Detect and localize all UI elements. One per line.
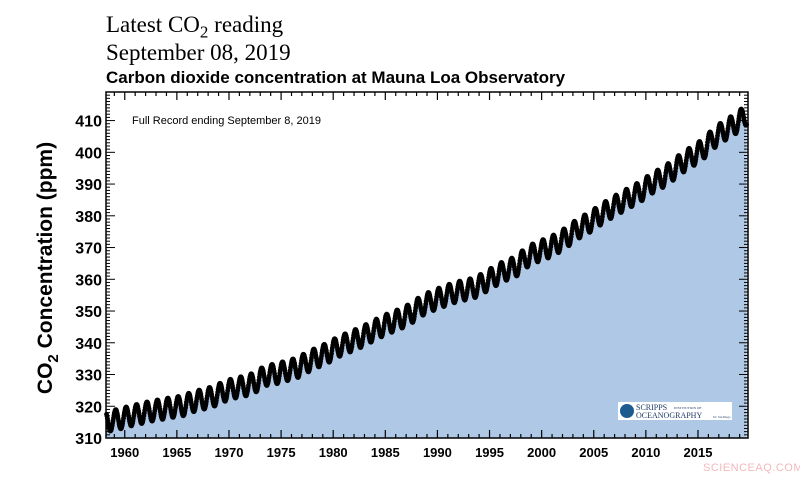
y-tick-label: 400 bbox=[75, 145, 102, 162]
logo-text: SCRIPPS bbox=[636, 403, 667, 412]
heading-subscript: 2 bbox=[199, 22, 209, 42]
y-tick-label: 320 bbox=[75, 399, 102, 416]
logo-text: INSTITUTION OF bbox=[674, 406, 701, 410]
logo-globe-icon bbox=[620, 404, 634, 418]
y-axis-label-part: Concentration (ppm) bbox=[34, 142, 57, 354]
chart-annotation: Full Record ending September 8, 2019 bbox=[132, 115, 321, 127]
x-tick-label: 2005 bbox=[579, 445, 608, 460]
y-tick-label: 330 bbox=[75, 368, 102, 385]
y-axis-label-subscript: 2 bbox=[45, 354, 62, 362]
y-tick-label: 310 bbox=[75, 431, 102, 448]
latest-reading-heading: Latest CO2 reading bbox=[106, 12, 283, 46]
x-tick-label: 1970 bbox=[215, 445, 244, 460]
y-tick-label: 370 bbox=[75, 241, 102, 258]
y-tick-label: 360 bbox=[75, 272, 102, 289]
heading-text: reading bbox=[208, 12, 284, 37]
logo-background bbox=[618, 402, 732, 420]
x-tick-label: 1985 bbox=[371, 445, 400, 460]
x-tick-label: 2010 bbox=[631, 445, 660, 460]
y-tick-label: 340 bbox=[75, 336, 102, 353]
y-axis-label-part: CO bbox=[34, 363, 57, 395]
heading-text: Latest CO bbox=[106, 12, 200, 37]
x-tick-label: 2015 bbox=[684, 445, 713, 460]
y-tick-label: 350 bbox=[75, 304, 102, 321]
watermark: SCIENCEAQ.COM bbox=[703, 462, 800, 474]
chart-title: Carbon dioxide concentration at Mauna Lo… bbox=[106, 68, 566, 87]
area-fill bbox=[106, 109, 747, 438]
x-tick-label: 1960 bbox=[110, 445, 139, 460]
logo-text: UC San Diego bbox=[713, 415, 731, 419]
x-tick-label: 1965 bbox=[162, 445, 191, 460]
x-tick-label: 1990 bbox=[423, 445, 452, 460]
x-tick-label: 2000 bbox=[527, 445, 556, 460]
x-tick-label: 1995 bbox=[475, 445, 504, 460]
data-points bbox=[104, 106, 749, 434]
x-tick-label: 1980 bbox=[319, 445, 348, 460]
y-tick-label: 380 bbox=[75, 209, 102, 226]
y-tick-label: 410 bbox=[75, 114, 102, 131]
x-tick-label: 1975 bbox=[267, 445, 296, 460]
y-axis-label: CO2 Concentration (ppm) bbox=[34, 142, 62, 394]
logo-text: OCEANOGRAPHY bbox=[636, 411, 702, 420]
reading-date: September 08, 2019 bbox=[106, 40, 291, 65]
y-tick-label: 390 bbox=[75, 177, 102, 194]
